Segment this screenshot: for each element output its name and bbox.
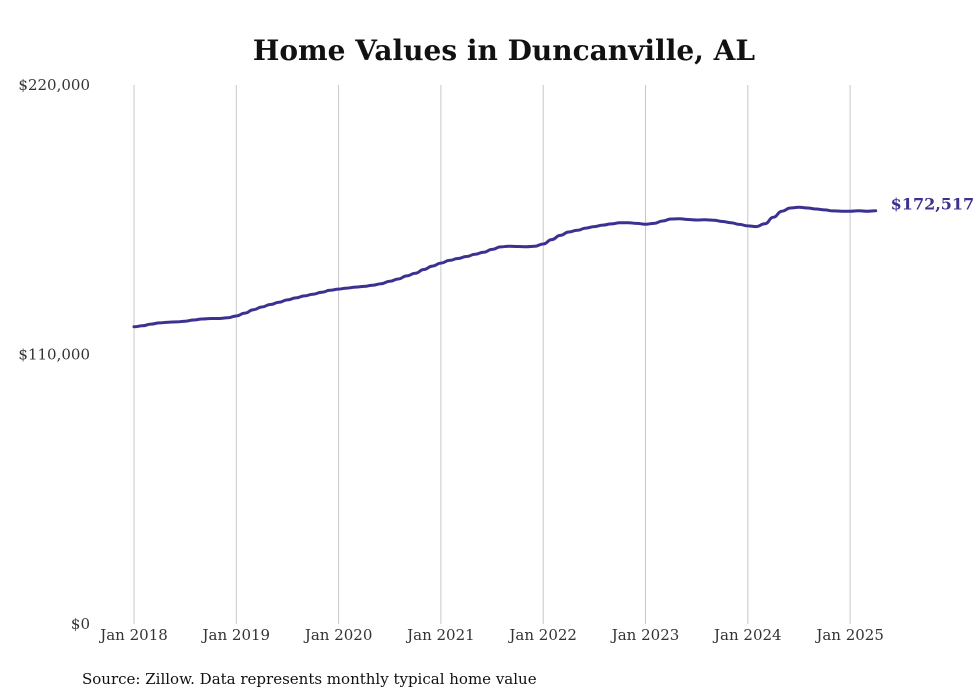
source-note: Source: Zillow. Data represents monthly … — [82, 670, 537, 688]
x-tick-label: Jan 2021 — [405, 626, 475, 644]
x-axis-tick-labels: Jan 2018 Jan 2019 Jan 2020 Jan 2021 Jan 2022… — [98, 626, 884, 644]
x-tick-label: Jan 2020 — [303, 626, 373, 644]
x-tick-label: Jan 2025 — [814, 626, 884, 644]
y-tick-label: $220,000 — [18, 76, 90, 94]
x-tick-label: Jan 2023 — [610, 626, 680, 644]
y-tick-label: $110,000 — [18, 346, 90, 364]
y-axis-tick-labels: $0 $110,000 $220,000 — [18, 76, 90, 633]
vertical-gridlines — [133, 85, 851, 624]
y-tick-label: $0 — [71, 615, 90, 633]
x-tick-label: Jan 2019 — [201, 626, 271, 644]
home-value-series-line — [132, 205, 878, 329]
x-tick-label: Jan 2018 — [98, 626, 168, 644]
x-tick-label: Jan 2024 — [712, 626, 782, 644]
x-tick-label: Jan 2022 — [507, 626, 577, 644]
chart-title: Home Values in Duncanville, AL — [253, 34, 755, 67]
latest-value-label: $172,517 — [891, 195, 975, 214]
